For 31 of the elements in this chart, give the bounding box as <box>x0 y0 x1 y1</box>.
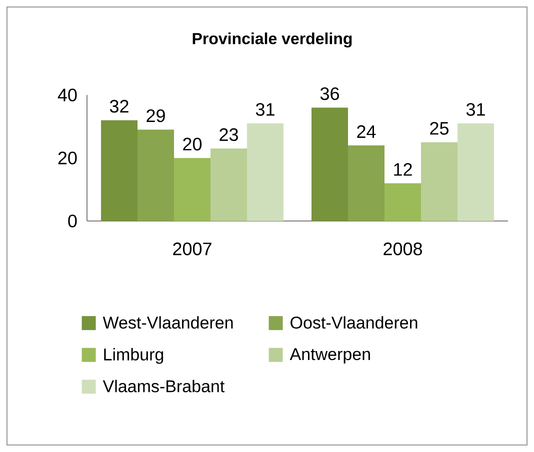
data-label: 31 <box>256 103 274 116</box>
bar <box>312 108 348 221</box>
legend-label: Vlaams-Brabant <box>102 380 225 392</box>
data-label: 31 <box>466 103 485 116</box>
x-tick-label: 2008 <box>384 242 422 256</box>
data-label: 20 <box>183 138 202 150</box>
data-label: 32 <box>110 100 128 113</box>
data-label: 36 <box>320 87 339 100</box>
x-tick-label: 2007 <box>173 242 212 256</box>
data-label: 29 <box>146 109 165 122</box>
data-label: 25 <box>430 122 449 135</box>
chart-title: Provinciale verdeling <box>192 32 352 48</box>
bar <box>247 123 284 221</box>
bar <box>210 148 248 221</box>
bar <box>348 145 385 221</box>
bar <box>421 142 458 221</box>
y-tick-label: 0 <box>68 214 77 228</box>
legend-label: Antwerpen <box>290 348 370 364</box>
bar <box>174 158 211 221</box>
legend-label: West-Vlaanderen <box>102 316 233 329</box>
data-label: 12 <box>394 163 412 176</box>
data-label: 24 <box>357 125 376 138</box>
legend-label: Oost-Vlaanderen <box>290 316 418 329</box>
bar <box>138 130 174 221</box>
legend-label: Limburg <box>104 348 164 364</box>
bar <box>101 120 138 221</box>
y-tick-label: 40 <box>58 88 77 102</box>
bar <box>384 183 422 221</box>
data-label: 23 <box>220 128 238 142</box>
y-tick-label: 20 <box>58 152 77 164</box>
bar <box>458 123 494 221</box>
